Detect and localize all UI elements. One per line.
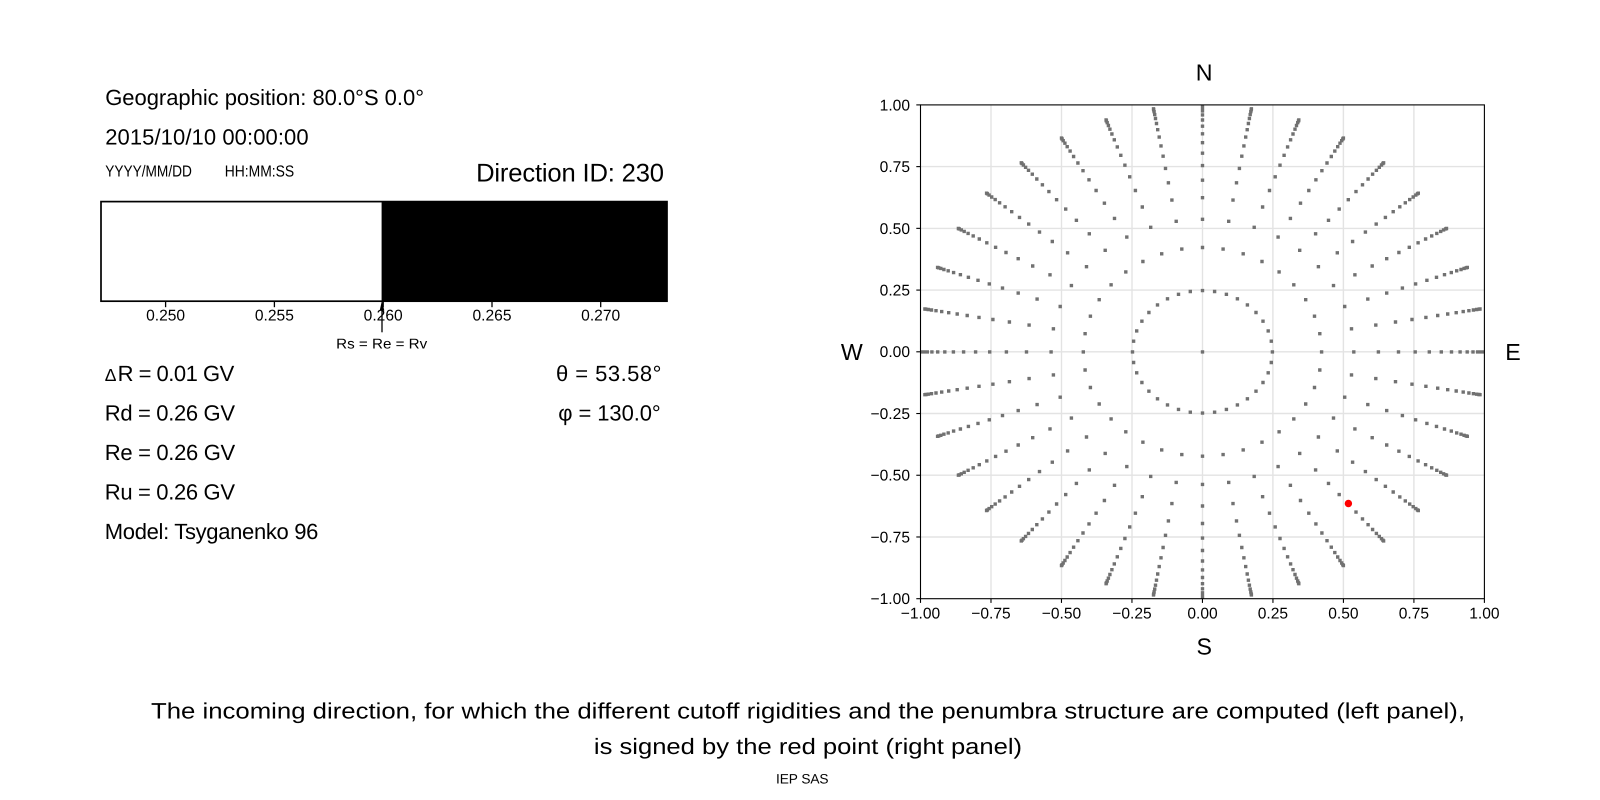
svg-text:φ = 130.0°: φ = 130.0° [558,401,660,426]
svg-text:Geographic position: 80.0°S 0.: Geographic position: 80.0°S 0.0° [105,85,424,110]
svg-text:0.270: 0.270 [581,307,620,324]
svg-text:Rs = Re = Rv: Rs = Re = Rv [336,336,428,352]
svg-text:−0.75: −0.75 [971,606,1011,623]
svg-text:0.00: 0.00 [880,344,911,361]
svg-text:0.25: 0.25 [1258,606,1289,623]
svg-text:Re = 0.26 GV: Re = 0.26 GV [105,440,236,465]
svg-text:W: W [841,339,863,365]
svg-text:1.00: 1.00 [880,97,911,114]
svg-text:IEP SAS: IEP SAS [776,772,829,787]
svg-text:−0.75: −0.75 [871,529,911,546]
svg-text:0.75: 0.75 [880,159,911,176]
svg-text:0.25: 0.25 [880,283,911,300]
svg-text:S: S [1196,634,1211,660]
svg-text:−1.00: −1.00 [901,606,941,623]
svg-text:2015/10/10 00:00:00: 2015/10/10 00:00:00 [105,125,308,150]
svg-text:Direction ID: 230: Direction ID: 230 [476,159,664,187]
svg-text:Δ: Δ [105,365,117,385]
svg-text:0.50: 0.50 [1328,606,1359,623]
svg-text:0.265: 0.265 [472,307,511,324]
svg-text:0.260: 0.260 [364,307,403,324]
svg-text:Model: Tsyganenko 96: Model: Tsyganenko 96 [105,519,319,544]
svg-text:is signed by the red point (ri: is signed by the red point (right panel) [594,734,1022,759]
svg-text:Rd = 0.26 GV: Rd = 0.26 GV [105,401,236,426]
svg-text:E: E [1505,339,1520,365]
svg-text:HH:MM:SS: HH:MM:SS [225,163,295,180]
svg-text:0.75: 0.75 [1399,606,1430,623]
svg-text:1.00: 1.00 [1469,606,1500,623]
svg-text:R = 0.01 GV: R = 0.01 GV [118,361,235,386]
svg-text:−0.50: −0.50 [871,468,911,485]
svg-text:The incoming direction, for wh: The incoming direction, for which the di… [151,698,1465,723]
svg-text:−0.50: −0.50 [1042,606,1082,623]
svg-text:0.250: 0.250 [146,307,185,324]
svg-text:YYYY/MM/DD: YYYY/MM/DD [105,163,192,180]
svg-text:−0.25: −0.25 [871,406,911,423]
svg-text:−0.25: −0.25 [1112,606,1152,623]
svg-text:0.50: 0.50 [880,221,911,238]
svg-text:N: N [1196,59,1213,85]
svg-text:0.00: 0.00 [1187,606,1218,623]
svg-text:0.255: 0.255 [255,307,294,324]
svg-text:Ru = 0.26 GV: Ru = 0.26 GV [105,480,236,505]
svg-text:θ = 53.58°: θ = 53.58° [556,361,661,386]
svg-text:−1.00: −1.00 [871,591,911,608]
